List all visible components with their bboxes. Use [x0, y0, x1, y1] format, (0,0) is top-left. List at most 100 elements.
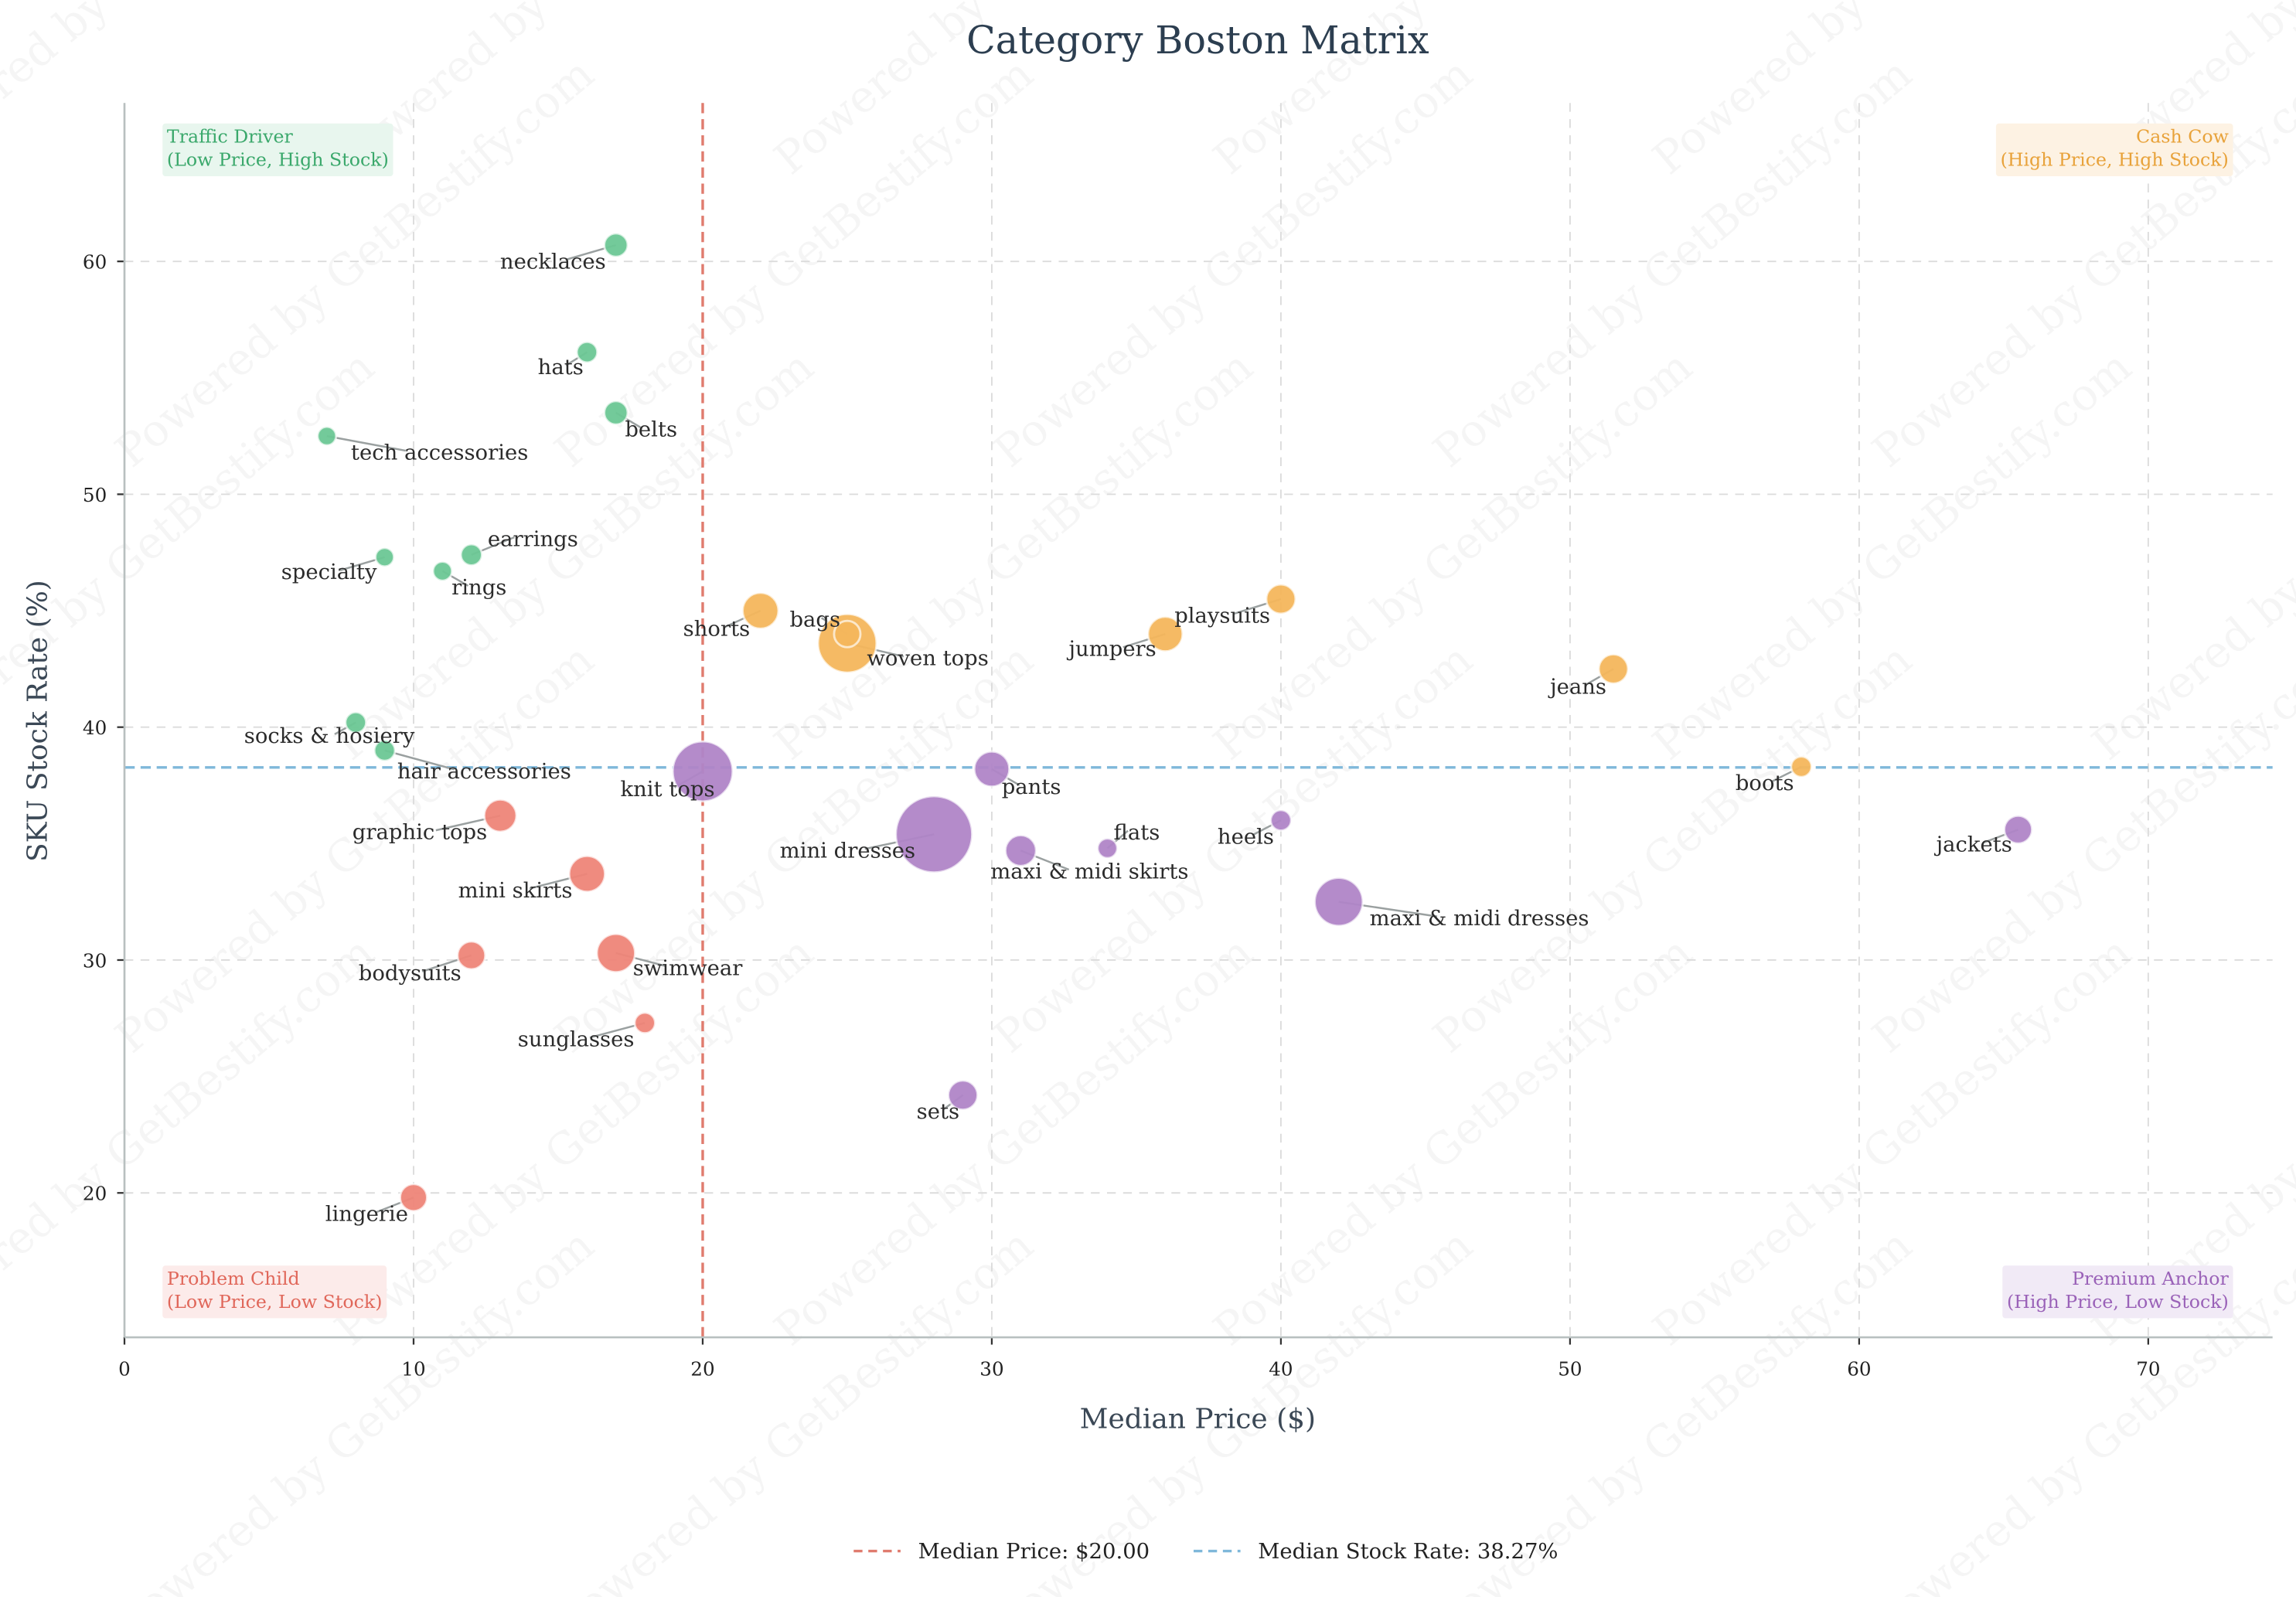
bubble-label: jumpers [1067, 638, 1157, 662]
bubble-label: bodysuits [359, 962, 462, 986]
bubble [399, 1183, 428, 1213]
axes: 0 10 20 30 40 50 60 70 20 30 40 50 60 [83, 103, 2273, 1380]
watermark-text: Powered by GetBestify.com [765, 341, 1262, 770]
quadrant-subtitle: (Low Price, Low Stock) [167, 1291, 383, 1313]
quadrant-subtitle: (Low Price, High Stock) [167, 149, 389, 171]
quadrant-label-traffic: Traffic Driver(Low Price, High Stock) [162, 123, 393, 176]
bubble [567, 854, 606, 894]
x-tick-label: 40 [1269, 1357, 1293, 1380]
bubble [2003, 814, 2033, 845]
y-tick-label: 40 [83, 717, 107, 739]
bubble [373, 739, 397, 762]
bubble [344, 710, 368, 734]
median-lines [124, 103, 2273, 1338]
bubble-label: boots [1736, 771, 1794, 795]
quadrant-subtitle: (High Price, High Stock) [2001, 149, 2229, 171]
quadrant-label-bg [2002, 1265, 2233, 1319]
x-tick-label: 30 [979, 1357, 1003, 1380]
bubble [1790, 755, 1813, 778]
bubble-label: maxi & midi skirts [990, 860, 1188, 884]
watermark-text: Powered by GetBestify.com [1644, 341, 2141, 770]
bubble [1146, 615, 1184, 653]
bubble-label: rings [451, 576, 506, 600]
bubble-label: jeans [1548, 676, 1606, 700]
bubble [741, 591, 780, 630]
bubble [1096, 837, 1119, 860]
watermark-text: Powered by GetBestify.com [765, 927, 1262, 1356]
quadrant-label-bg [162, 1265, 387, 1319]
bubble-label: knit tops [620, 778, 714, 802]
bubble [671, 740, 734, 803]
legend-label: Median Stock Rate: 38.27% [1258, 1540, 1558, 1564]
bubble-label: hats [538, 356, 584, 380]
bubble-label: sets [917, 1100, 959, 1124]
watermark-text: Powered by GetBestify.com [1424, 48, 1922, 477]
bubble-labels: necklaces hats belts tech accessories specia… [244, 250, 2012, 1226]
bubble [633, 1011, 656, 1034]
bubble-label: maxi & midi dresses [1370, 907, 1589, 931]
quadrant-label-cash: Cash Cow(High Price, High Stock) [1995, 123, 2233, 176]
bubble-label: heels [1218, 826, 1274, 850]
legend-item: Median Stock Rate: 38.27% [1193, 1540, 1558, 1564]
quadrant-label-bg [1995, 123, 2233, 176]
watermark-text: Powered by GetBestify.com [325, 927, 823, 1356]
bubble-label: shorts [683, 617, 751, 641]
x-tick-label: 10 [401, 1357, 425, 1380]
watermark-text: Powered by GetBestify.com [1424, 634, 1922, 1063]
bubble-label: socks & hosiery [244, 724, 415, 748]
y-tick-label: 20 [83, 1183, 107, 1205]
bubble [1265, 583, 1297, 615]
bubble-label: jackets [1934, 833, 2012, 857]
x-tick-label: 0 [118, 1357, 131, 1380]
chart-title: Category Boston Matrix [966, 18, 1429, 63]
label-leader [326, 434, 407, 452]
legend-item: Median Price: $20.00 [853, 1540, 1150, 1564]
x-tick-label: 20 [690, 1357, 714, 1380]
x-tick-label: 60 [1847, 1357, 1871, 1380]
bubble [603, 232, 629, 258]
bubble [833, 619, 862, 649]
quadrant-title: Cash Cow [2136, 125, 2229, 147]
bubble-label: earrings [488, 527, 578, 551]
bubble-label: woven tops [867, 647, 988, 671]
bubble [316, 425, 338, 447]
bubble-label: swimwear [633, 956, 744, 980]
quadrant-label-bg [162, 123, 393, 176]
bubbles [316, 232, 2033, 1213]
bubble [1004, 834, 1037, 867]
y-tick-label: 30 [83, 949, 107, 972]
legend: Median Price: $20.00 Median Stock Rate: 3… [853, 1540, 1558, 1564]
quadrant-title: Traffic Driver [167, 125, 294, 147]
bubble-label: specialty [281, 560, 377, 584]
bubble [894, 795, 973, 874]
watermark-text: Powered by GetBestify.com [985, 48, 1483, 477]
bubble-label: belts [625, 417, 677, 441]
x-axis-label: Median Price ($) [1080, 1403, 1316, 1435]
label-leader [384, 749, 455, 771]
bubble [1269, 809, 1293, 832]
bubble [374, 547, 395, 568]
bubble [947, 1079, 979, 1112]
y-tick-label: 50 [83, 484, 107, 506]
watermark-text: Powered by GetBestify.com [1204, 927, 1702, 1356]
y-axis-label: SKU Stock Rate (%) [22, 580, 54, 862]
bubble [431, 560, 454, 582]
bubble-label: mini dresses [780, 839, 915, 863]
y-tick-label: 60 [83, 251, 107, 274]
quadrant-label-premium: Premium Anchor(High Price, Low Stock) [2002, 1265, 2233, 1319]
bubble [973, 750, 1011, 788]
watermark-text: Powered by GetBestify.com [325, 341, 823, 770]
bubble-label: pants [1002, 775, 1061, 799]
bubble-label: sunglasses [518, 1028, 635, 1052]
bubble [456, 940, 487, 971]
bubble-label: flats [1114, 821, 1160, 845]
x-tick-label: 70 [2136, 1357, 2160, 1380]
bubble-label: tech accessories [351, 441, 528, 465]
bubble [459, 543, 483, 567]
bubble [1597, 653, 1630, 685]
quadrant-subtitle: (High Price, Low Stock) [2007, 1291, 2229, 1313]
quadrant-title: Premium Anchor [2072, 1268, 2229, 1289]
bubble [603, 400, 629, 426]
